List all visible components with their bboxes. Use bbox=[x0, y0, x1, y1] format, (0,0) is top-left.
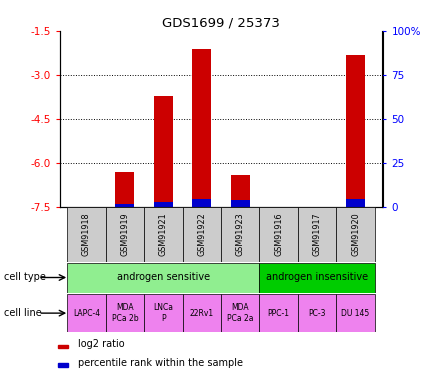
FancyBboxPatch shape bbox=[67, 262, 259, 292]
Bar bbox=[192, 49, 211, 207]
FancyBboxPatch shape bbox=[298, 207, 336, 262]
Bar bbox=[231, 175, 250, 207]
FancyBboxPatch shape bbox=[144, 207, 183, 262]
FancyBboxPatch shape bbox=[259, 207, 298, 262]
Text: log2 ratio: log2 ratio bbox=[77, 339, 124, 349]
Text: MDA
PCa 2b: MDA PCa 2b bbox=[111, 303, 138, 323]
FancyBboxPatch shape bbox=[336, 294, 375, 332]
Bar bbox=[231, 200, 250, 207]
Text: androgen sensitive: androgen sensitive bbox=[117, 273, 210, 282]
Bar bbox=[154, 202, 173, 207]
FancyBboxPatch shape bbox=[259, 262, 375, 292]
Text: PC-3: PC-3 bbox=[309, 309, 326, 318]
Text: LNCa
P: LNCa P bbox=[153, 303, 173, 323]
Text: GSM91916: GSM91916 bbox=[274, 213, 283, 256]
FancyBboxPatch shape bbox=[336, 207, 375, 262]
Bar bbox=[346, 55, 365, 207]
Text: GSM91917: GSM91917 bbox=[313, 213, 322, 256]
Text: GSM91921: GSM91921 bbox=[159, 213, 168, 256]
Title: GDS1699 / 25373: GDS1699 / 25373 bbox=[162, 17, 280, 30]
FancyBboxPatch shape bbox=[183, 207, 221, 262]
FancyBboxPatch shape bbox=[67, 294, 106, 332]
FancyBboxPatch shape bbox=[67, 207, 106, 262]
Text: PPC-1: PPC-1 bbox=[268, 309, 290, 318]
FancyBboxPatch shape bbox=[298, 294, 336, 332]
Text: GSM91922: GSM91922 bbox=[197, 213, 206, 256]
Text: 22Rv1: 22Rv1 bbox=[190, 309, 214, 318]
Text: MDA
PCa 2a: MDA PCa 2a bbox=[227, 303, 253, 323]
Text: GSM91920: GSM91920 bbox=[351, 213, 360, 256]
Text: GSM91918: GSM91918 bbox=[82, 213, 91, 256]
Bar bbox=[115, 204, 134, 207]
Text: cell line: cell line bbox=[4, 308, 42, 318]
Text: LAPC-4: LAPC-4 bbox=[73, 309, 100, 318]
FancyBboxPatch shape bbox=[144, 294, 183, 332]
Text: cell type: cell type bbox=[4, 273, 46, 282]
Text: androgen insensitive: androgen insensitive bbox=[266, 273, 368, 282]
Bar bbox=[154, 96, 173, 207]
FancyBboxPatch shape bbox=[259, 294, 298, 332]
FancyBboxPatch shape bbox=[106, 207, 144, 262]
Text: GSM91923: GSM91923 bbox=[236, 213, 245, 256]
Bar bbox=[346, 198, 365, 207]
FancyBboxPatch shape bbox=[183, 294, 221, 332]
FancyBboxPatch shape bbox=[221, 294, 259, 332]
Text: percentile rank within the sample: percentile rank within the sample bbox=[77, 358, 243, 368]
Text: DU 145: DU 145 bbox=[341, 309, 370, 318]
Bar bbox=[192, 198, 211, 207]
FancyBboxPatch shape bbox=[221, 207, 259, 262]
Bar bbox=[58, 363, 68, 367]
Bar bbox=[58, 345, 68, 348]
Bar bbox=[115, 172, 134, 207]
FancyBboxPatch shape bbox=[106, 294, 144, 332]
Text: GSM91919: GSM91919 bbox=[120, 213, 129, 256]
